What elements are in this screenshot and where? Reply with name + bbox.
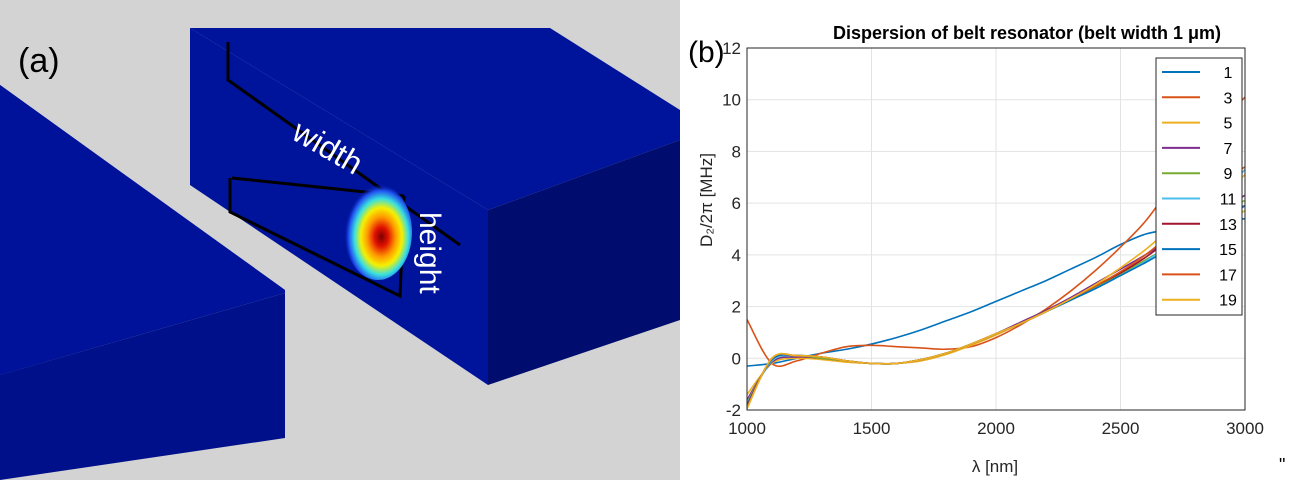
legend-entry: 9 <box>1224 166 1233 183</box>
panel-b-label: (b) <box>688 36 725 69</box>
height-label: height <box>413 212 446 294</box>
legend-entry: 7 <box>1224 141 1233 158</box>
y-tick-label: 8 <box>732 142 741 161</box>
waveguide-illustration: width height (a) <box>0 0 680 480</box>
x-tick-label: 2500 <box>1102 419 1140 438</box>
y-tick-label: 0 <box>732 349 741 368</box>
legend-box <box>1155 57 1243 316</box>
legend-entry: 17 <box>1219 267 1237 284</box>
plot-frame <box>746 47 1246 411</box>
legend-entry: 13 <box>1219 217 1237 234</box>
y-axis-label: D₂/2π [MHz] <box>697 153 716 247</box>
y-tick-label: 10 <box>722 91 741 110</box>
y-tick-label: 4 <box>732 246 741 265</box>
legend-entry: 15 <box>1219 242 1237 259</box>
x-tick-label: 1000 <box>728 419 766 438</box>
stray-mark: " <box>1279 455 1286 475</box>
optical-mode <box>344 184 412 280</box>
y-tick-label: -2 <box>726 401 741 420</box>
legend-entry: 19 <box>1219 293 1237 310</box>
y-tick-labels: -2 0 2 4 6 8 10 12 <box>722 39 741 420</box>
legend-entry: 11 <box>1220 192 1237 209</box>
x-axis-label: λ [nm] <box>972 457 1018 476</box>
left-block <box>0 85 285 480</box>
y-tick-label: 12 <box>722 39 741 58</box>
chart-title: Dispersion of belt resonator (belt width… <box>833 23 1221 43</box>
panel-a-label: (a) <box>18 42 60 80</box>
right-block <box>190 28 680 385</box>
x-tick-label: 1500 <box>853 419 891 438</box>
y-tick-label: 2 <box>732 298 741 317</box>
x-tick-label: 2000 <box>977 419 1015 438</box>
legend-entry: 5 <box>1224 116 1233 133</box>
legend-entry: 3 <box>1224 90 1233 107</box>
legend-entry: 1 <box>1224 65 1233 82</box>
y-tick-label: 6 <box>732 194 741 213</box>
x-tick-label: 3000 <box>1226 419 1264 438</box>
x-tick-labels: 1000 1500 2000 2500 3000 <box>728 419 1264 438</box>
